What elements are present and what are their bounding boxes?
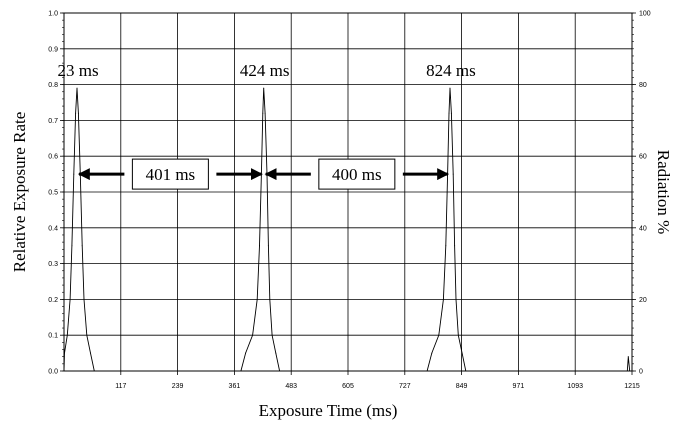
series-point	[627, 356, 629, 358]
annotations: 23 ms 424 ms 824 ms 401 ms 400 ms	[57, 61, 476, 190]
y2-tick-label: 100	[639, 11, 651, 18]
y-tick-label: 0.8	[48, 82, 58, 89]
series-point	[259, 245, 261, 247]
series-point	[449, 87, 451, 89]
y2-tick-label: 20	[639, 297, 647, 304]
x-axis-label: Exposure Time (ms)	[259, 401, 398, 420]
y-tick-label: 0.6	[48, 154, 58, 161]
series-point	[457, 334, 459, 336]
series-point	[448, 112, 450, 114]
y2-tick-label: 60	[639, 154, 647, 161]
series-point	[267, 245, 269, 247]
series-point	[442, 298, 444, 300]
series-point	[77, 112, 79, 114]
series-point	[271, 334, 273, 336]
series-point	[262, 112, 264, 114]
x-tick-label: 1215	[624, 383, 640, 390]
series-point	[252, 334, 254, 336]
x-tick-label: 727	[399, 383, 411, 390]
series-point	[275, 352, 277, 354]
y-axis-label: Relative Exposure Rate	[10, 112, 29, 273]
x-tick-label: 117	[115, 383, 126, 390]
y-tick-label: 0.0	[48, 369, 58, 376]
series-point	[256, 298, 258, 300]
peak-label: 424 ms	[240, 61, 290, 80]
series-point	[71, 245, 73, 247]
series-point	[279, 370, 281, 372]
series-point	[452, 173, 454, 175]
series-point	[86, 334, 88, 336]
series-point	[461, 352, 463, 354]
series-point	[438, 334, 440, 336]
series-point	[63, 370, 65, 372]
peak-label: 23 ms	[57, 61, 98, 80]
series-point	[90, 352, 92, 354]
y-tick-label: 1.0	[48, 11, 58, 18]
series-point	[69, 298, 71, 300]
series-point	[450, 112, 452, 114]
y-tick-label: 0.1	[48, 333, 58, 340]
y-tick-label: 0.3	[48, 261, 58, 268]
series-point	[455, 298, 457, 300]
series-point	[264, 112, 266, 114]
right-y-axis-label: Radiation %	[654, 150, 673, 235]
series-point	[465, 370, 467, 372]
series-point	[629, 370, 631, 372]
x-tick-label: 239	[172, 383, 184, 390]
x-tick-label: 1093	[567, 383, 583, 390]
series-point	[73, 173, 75, 175]
series-point	[76, 87, 78, 89]
series-point	[81, 245, 83, 247]
series-point	[626, 370, 628, 372]
series-point	[426, 370, 428, 372]
y2-tick-label: 0	[639, 369, 643, 376]
interval-label-box	[318, 158, 396, 190]
interval-label: 400 ms	[332, 165, 382, 184]
series-point	[66, 334, 68, 336]
series-point	[83, 298, 85, 300]
y-tick-label: 0.5	[48, 190, 58, 197]
y-tick-label: 0.9	[48, 46, 58, 53]
series-point	[245, 352, 247, 354]
series-point	[269, 298, 271, 300]
x-tick-label: 605	[342, 383, 354, 390]
series-point	[75, 112, 77, 114]
interval-label: 401 ms	[146, 165, 196, 184]
x-tick-label: 361	[229, 383, 241, 390]
y2-tick-label: 80	[639, 82, 647, 89]
interval-label-box	[131, 158, 209, 190]
series-point	[63, 352, 65, 354]
y-tick-label: 0.7	[48, 118, 58, 125]
x-tick-label: 849	[456, 383, 468, 390]
x-tick-label: 971	[513, 383, 525, 390]
series-point	[263, 87, 265, 89]
peak-label: 824 ms	[426, 61, 476, 80]
series-point	[240, 370, 242, 372]
x-tick-label: 483	[285, 383, 297, 390]
series-point	[93, 370, 95, 372]
y-tick-label: 0.4	[48, 225, 58, 232]
series-point	[631, 370, 633, 372]
series-point	[454, 245, 456, 247]
y-tick-label: 0.2	[48, 297, 58, 304]
series-point	[431, 352, 433, 354]
grid-lines	[60, 12, 636, 375]
series-point	[445, 245, 447, 247]
tick-labels: 0.0 0.1 0.2 0.3 0.4 0.5 0.6 0.7 0.8 0.9 1.0 0 20 40 60…	[48, 11, 651, 391]
y2-tick-label: 40	[639, 225, 647, 232]
